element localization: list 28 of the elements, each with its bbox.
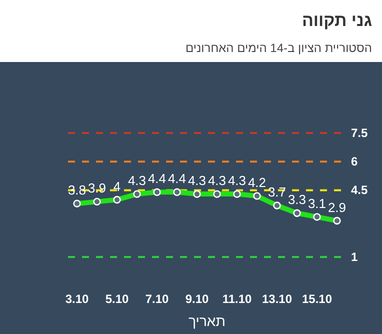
x-tick-label: 15.10 (302, 292, 332, 306)
chart-title: גני תקווה (302, 11, 372, 30)
x-tick-label: 3.10 (65, 292, 89, 306)
data-label: 3.9 (88, 180, 106, 196)
data-label: 3.3 (288, 192, 306, 208)
x-tick-label: 7.10 (145, 292, 169, 306)
data-label: 4.4 (168, 171, 186, 186)
data-label: 4.2 (248, 174, 266, 190)
ref-line-label: 6 (351, 154, 358, 169)
ref-line-label: 1 (351, 250, 358, 264)
ref-line-label: 7.5 (351, 126, 368, 140)
data-label: 3.8 (68, 182, 86, 198)
data-label: 4.4 (148, 171, 166, 186)
x-tick-label: 11.10 (222, 292, 252, 306)
data-label: 2.9 (328, 200, 346, 215)
chart-subtitle: הסטוריית הציון ב-14 הימים האחרונים (186, 41, 372, 55)
x-tick-label: 13.10 (262, 292, 292, 306)
data-label: 3.7 (268, 184, 286, 200)
data-label: 4.3 (188, 173, 206, 188)
x-tick-label: 5.10 (105, 292, 129, 306)
x-axis-title: תאריך (188, 313, 226, 329)
data-label: 4.3 (128, 173, 146, 188)
ref-line-label: 4.5 (351, 183, 368, 198)
data-label: 4.3 (208, 173, 226, 188)
data-label: 4 (113, 178, 121, 194)
data-label: 3.1 (308, 196, 326, 211)
data-label: 4.3 (228, 173, 246, 188)
x-tick-label: 9.10 (185, 292, 209, 306)
